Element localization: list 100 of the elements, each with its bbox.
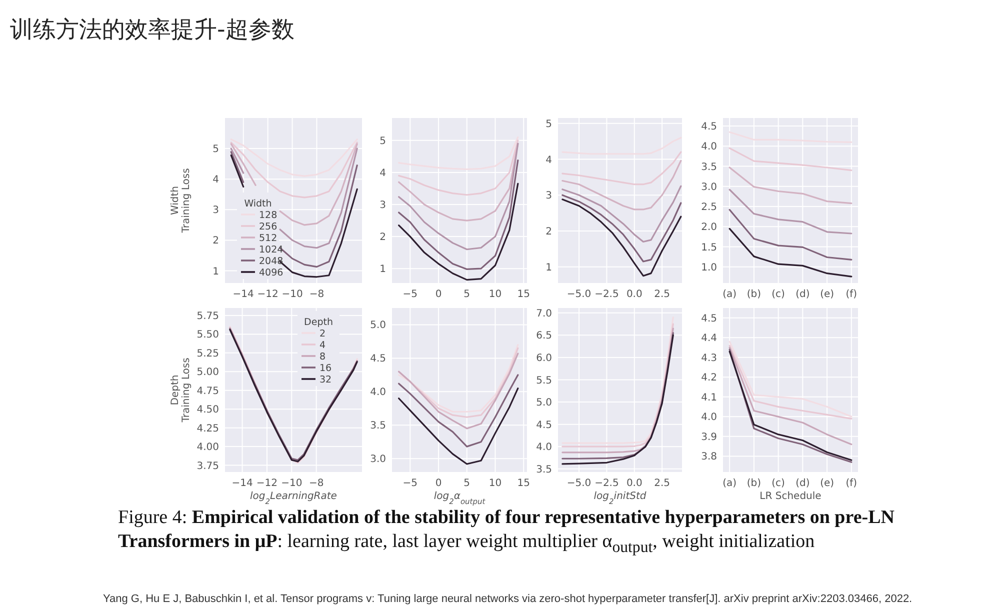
- y-tick-label: 2: [212, 236, 219, 247]
- y-tick-label: 1.5: [701, 242, 717, 254]
- y-tick-label: 4.5: [370, 354, 386, 365]
- y-tick-label: 3.5: [701, 162, 717, 173]
- y-tick-label: 3.5: [370, 420, 386, 432]
- x-tick-label: −2.5: [594, 478, 619, 489]
- x-tick-label: −8: [309, 289, 324, 300]
- x-tick-label: −10: [282, 289, 303, 300]
- y-tick-label: 4.4: [701, 333, 717, 344]
- y-tick-label: 2: [546, 226, 552, 238]
- x-tick-label: 2.5: [654, 478, 670, 489]
- y-tick-label: 4: [546, 154, 552, 166]
- x-tick-label: 2.5: [654, 289, 670, 300]
- legend-label: 2: [320, 328, 326, 340]
- y-tick-label: 2: [380, 232, 386, 244]
- x-tick-label: (b): [746, 289, 762, 300]
- text: log$_{2}$LearningRate: [250, 491, 337, 506]
- y-tick-label: 5: [380, 136, 386, 147]
- y-tick-label: 5.00: [196, 367, 219, 378]
- y-tick-label: 3.0: [370, 454, 386, 466]
- x-axis-title: LR Schedule: [760, 491, 822, 502]
- y-tick-label: 7.0: [536, 308, 552, 320]
- legend-label: 128: [259, 210, 278, 221]
- y-tick-label: 4: [212, 174, 219, 186]
- text: log$_{2}$initStd: [594, 491, 646, 506]
- legend-label: 2048: [259, 256, 284, 267]
- x-tick-label: −5.0: [566, 478, 592, 489]
- y-tick-label: 4.3: [701, 352, 717, 364]
- text: Yang G, Hu E J, Babuschkin I, et al. Tensor programs v: Tuning large neural networks via zero-shot hyperparameter transfer[J]. arXiv preprint arXiv:2203.03466, 2022.: [103, 593, 912, 605]
- y-tick-label: 3: [380, 200, 386, 212]
- y-tick-label: 5.5: [536, 375, 552, 386]
- y-tick-label: 2.0: [701, 222, 717, 234]
- legend-label: 256: [259, 222, 278, 232]
- legend-title: Depth: [304, 317, 333, 328]
- y-tick-label: 1: [380, 264, 386, 276]
- y-tick-label: 4.2: [701, 372, 717, 384]
- y-tick-label: 4.5: [536, 420, 552, 431]
- legend-label: 16: [320, 363, 332, 374]
- y-tick-label: 1: [546, 262, 552, 274]
- y-tick-label: 2.5: [701, 202, 717, 214]
- text: 训练方法的效率提升-超参数: [10, 16, 294, 45]
- y-tick-label: 3: [212, 205, 219, 216]
- x-tick-label: (e): [820, 478, 834, 489]
- x-tick-label: 0: [435, 289, 442, 300]
- x-tick-label: −5: [402, 478, 418, 489]
- x-tick-label: −14: [232, 478, 253, 489]
- y-tick-label: 4.75: [196, 386, 219, 397]
- y-tick-label: 3.5: [536, 464, 552, 476]
- y-tick-label: 4.25: [196, 423, 219, 434]
- x-tick-label: −12: [256, 478, 278, 489]
- x-tick-label: (d): [796, 478, 810, 489]
- y-tick-label: 6.5: [536, 330, 552, 342]
- x-tick-label: (e): [820, 289, 834, 300]
- y-tick-label: 3: [546, 190, 552, 202]
- legend-label: 4: [320, 340, 326, 351]
- y-tick-label: 3.0: [701, 182, 717, 193]
- x-tick-label: 5: [464, 289, 470, 300]
- y-tick-label: 4.0: [701, 142, 717, 153]
- x-tick-label: 0.0: [626, 289, 642, 300]
- y-tick-label: 5.50: [196, 330, 219, 341]
- y-axis-title: Depth Training Loss: [170, 358, 192, 424]
- x-tick-label: 5: [464, 478, 470, 489]
- x-tick-label: (d): [796, 289, 810, 300]
- y-tick-label: 3.8: [701, 452, 717, 463]
- legend-label: 512: [259, 233, 278, 244]
- x-tick-label: −8: [308, 478, 324, 489]
- y-tick-label: 4.5: [701, 313, 717, 324]
- x-tick-label: (a): [722, 289, 737, 300]
- y-tick-label: 3.9: [701, 432, 717, 443]
- x-tick-label: −5.0: [566, 289, 592, 300]
- y-tick-label: 4.50: [196, 404, 219, 416]
- legend-label: 32: [320, 374, 332, 386]
- x-tick-label: (c): [772, 289, 786, 300]
- y-tick-label: 5.0: [370, 320, 386, 332]
- x-tick-label: −10: [281, 478, 302, 489]
- y-tick-label: 5.25: [196, 348, 219, 360]
- y-tick-label: 4.0: [701, 412, 717, 424]
- x-tick-label: −5: [402, 289, 418, 300]
- x-tick-label: 0.0: [626, 478, 642, 489]
- y-tick-label: 4.5: [701, 122, 717, 133]
- x-tick-label: −2.5: [594, 289, 619, 300]
- y-tick-label: 4.00: [196, 442, 219, 454]
- x-tick-label: (f): [846, 478, 858, 489]
- y-tick-label: 6.0: [536, 352, 552, 364]
- x-tick-label: 10: [488, 289, 502, 300]
- y-axis-title: Width Training Loss: [170, 168, 192, 234]
- x-tick-label: 10: [488, 478, 502, 489]
- y-tick-label: 4.0: [370, 387, 386, 398]
- y-tick-label: 3.75: [196, 460, 219, 472]
- text: log$_{2}$α$_{output}$: [434, 491, 486, 506]
- y-tick-label: 5.0: [536, 398, 552, 409]
- y-tick-label: 5.75: [196, 310, 219, 322]
- y-tick-label: 1.0: [701, 262, 717, 274]
- legend-label: 1024: [259, 244, 284, 256]
- x-tick-label: (b): [746, 478, 762, 489]
- x-tick-label: 15: [517, 478, 530, 489]
- y-tick-label: 4.0: [536, 442, 552, 454]
- x-tick-label: (f): [846, 289, 858, 300]
- y-tick-label: 5: [546, 118, 552, 130]
- y-tick-label: 4.1: [701, 392, 717, 404]
